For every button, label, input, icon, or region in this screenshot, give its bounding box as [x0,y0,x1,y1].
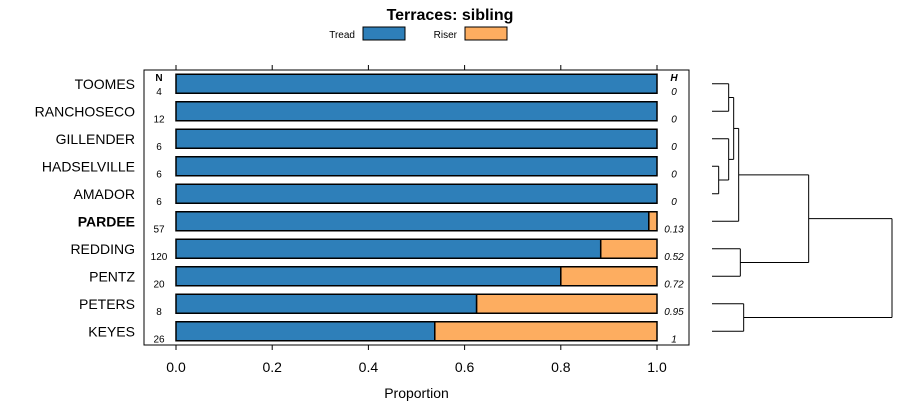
bar-tread-pentz [175,266,562,287]
h-value: 0 [671,142,677,153]
chart-title: Terraces: sibling [387,7,514,24]
bar-riser-pentz [560,266,658,287]
bar-tread-toomes [175,73,658,94]
category-label-redding: REDDING [70,241,135,257]
dendrogram [712,83,893,332]
n-value: 8 [156,307,162,318]
n-value: 12 [153,114,165,125]
x-tick-label: 1.0 [647,359,667,375]
category-label-amador: AMADOR [74,186,135,202]
h-value: 0.52 [664,252,684,263]
bar-tread-redding [175,238,602,259]
bar-riser-keyes [434,321,658,342]
category-label-peters: PETERS [79,296,135,312]
bar-tread-amador [175,183,658,204]
h-value: 0.13 [664,224,684,235]
n-value: 4 [156,87,162,98]
bar-tread-pardee [175,211,650,232]
bar-tread-hadselville [175,156,658,177]
h-column-header: H [670,73,678,84]
bar-riser-pardee [648,211,658,232]
h-value: 0 [671,114,677,125]
bar-tread-peters [175,293,478,314]
legend: Tread Riser [329,26,508,41]
h-value: 0.72 [664,279,684,290]
h-value: 0 [671,87,677,98]
legend-label-tread: Tread [329,30,355,41]
bar-tread-keyes [175,321,436,342]
plot-frame [143,69,690,346]
bar-riser-peters [475,293,658,314]
x-tick-label: 0.2 [262,359,282,375]
x-axis-label: Proportion [384,385,449,401]
x-tick-label: 0.6 [455,359,475,375]
x-tick-label: 0.0 [166,359,186,375]
category-label-pentz: PENTZ [89,268,135,284]
bar-riser-redding [599,238,658,259]
bar-tread-ranchoseco [175,101,658,122]
n-value: 20 [153,279,165,290]
legend-swatch-riser [464,26,508,41]
n-value: 6 [156,142,162,153]
h-value: 1 [671,334,677,345]
x-tick-label: 0.4 [359,359,379,375]
n-column-header: N [155,73,162,84]
category-label-keyes: KEYES [88,323,135,339]
category-label-toomes: TOOMES [75,76,135,92]
h-value: 0.95 [664,307,684,318]
category-label-hadselville: HADSELVILLE [42,158,135,174]
n-value: 57 [153,224,165,235]
n-value: 6 [156,197,162,208]
n-value: 26 [153,334,165,345]
bar-tread-gillender [175,128,658,149]
n-value: 120 [151,252,168,263]
h-value: 0 [671,197,677,208]
n-value: 6 [156,169,162,180]
legend-label-riser: Riser [434,30,458,41]
category-label-gillender: GILLENDER [56,131,135,147]
category-label-pardee: PARDEE [78,213,135,229]
legend-swatch-tread [362,26,406,41]
h-value: 0 [671,169,677,180]
category-label-ranchoseco: RANCHOSECO [35,103,135,119]
x-tick-label: 0.8 [551,359,571,375]
